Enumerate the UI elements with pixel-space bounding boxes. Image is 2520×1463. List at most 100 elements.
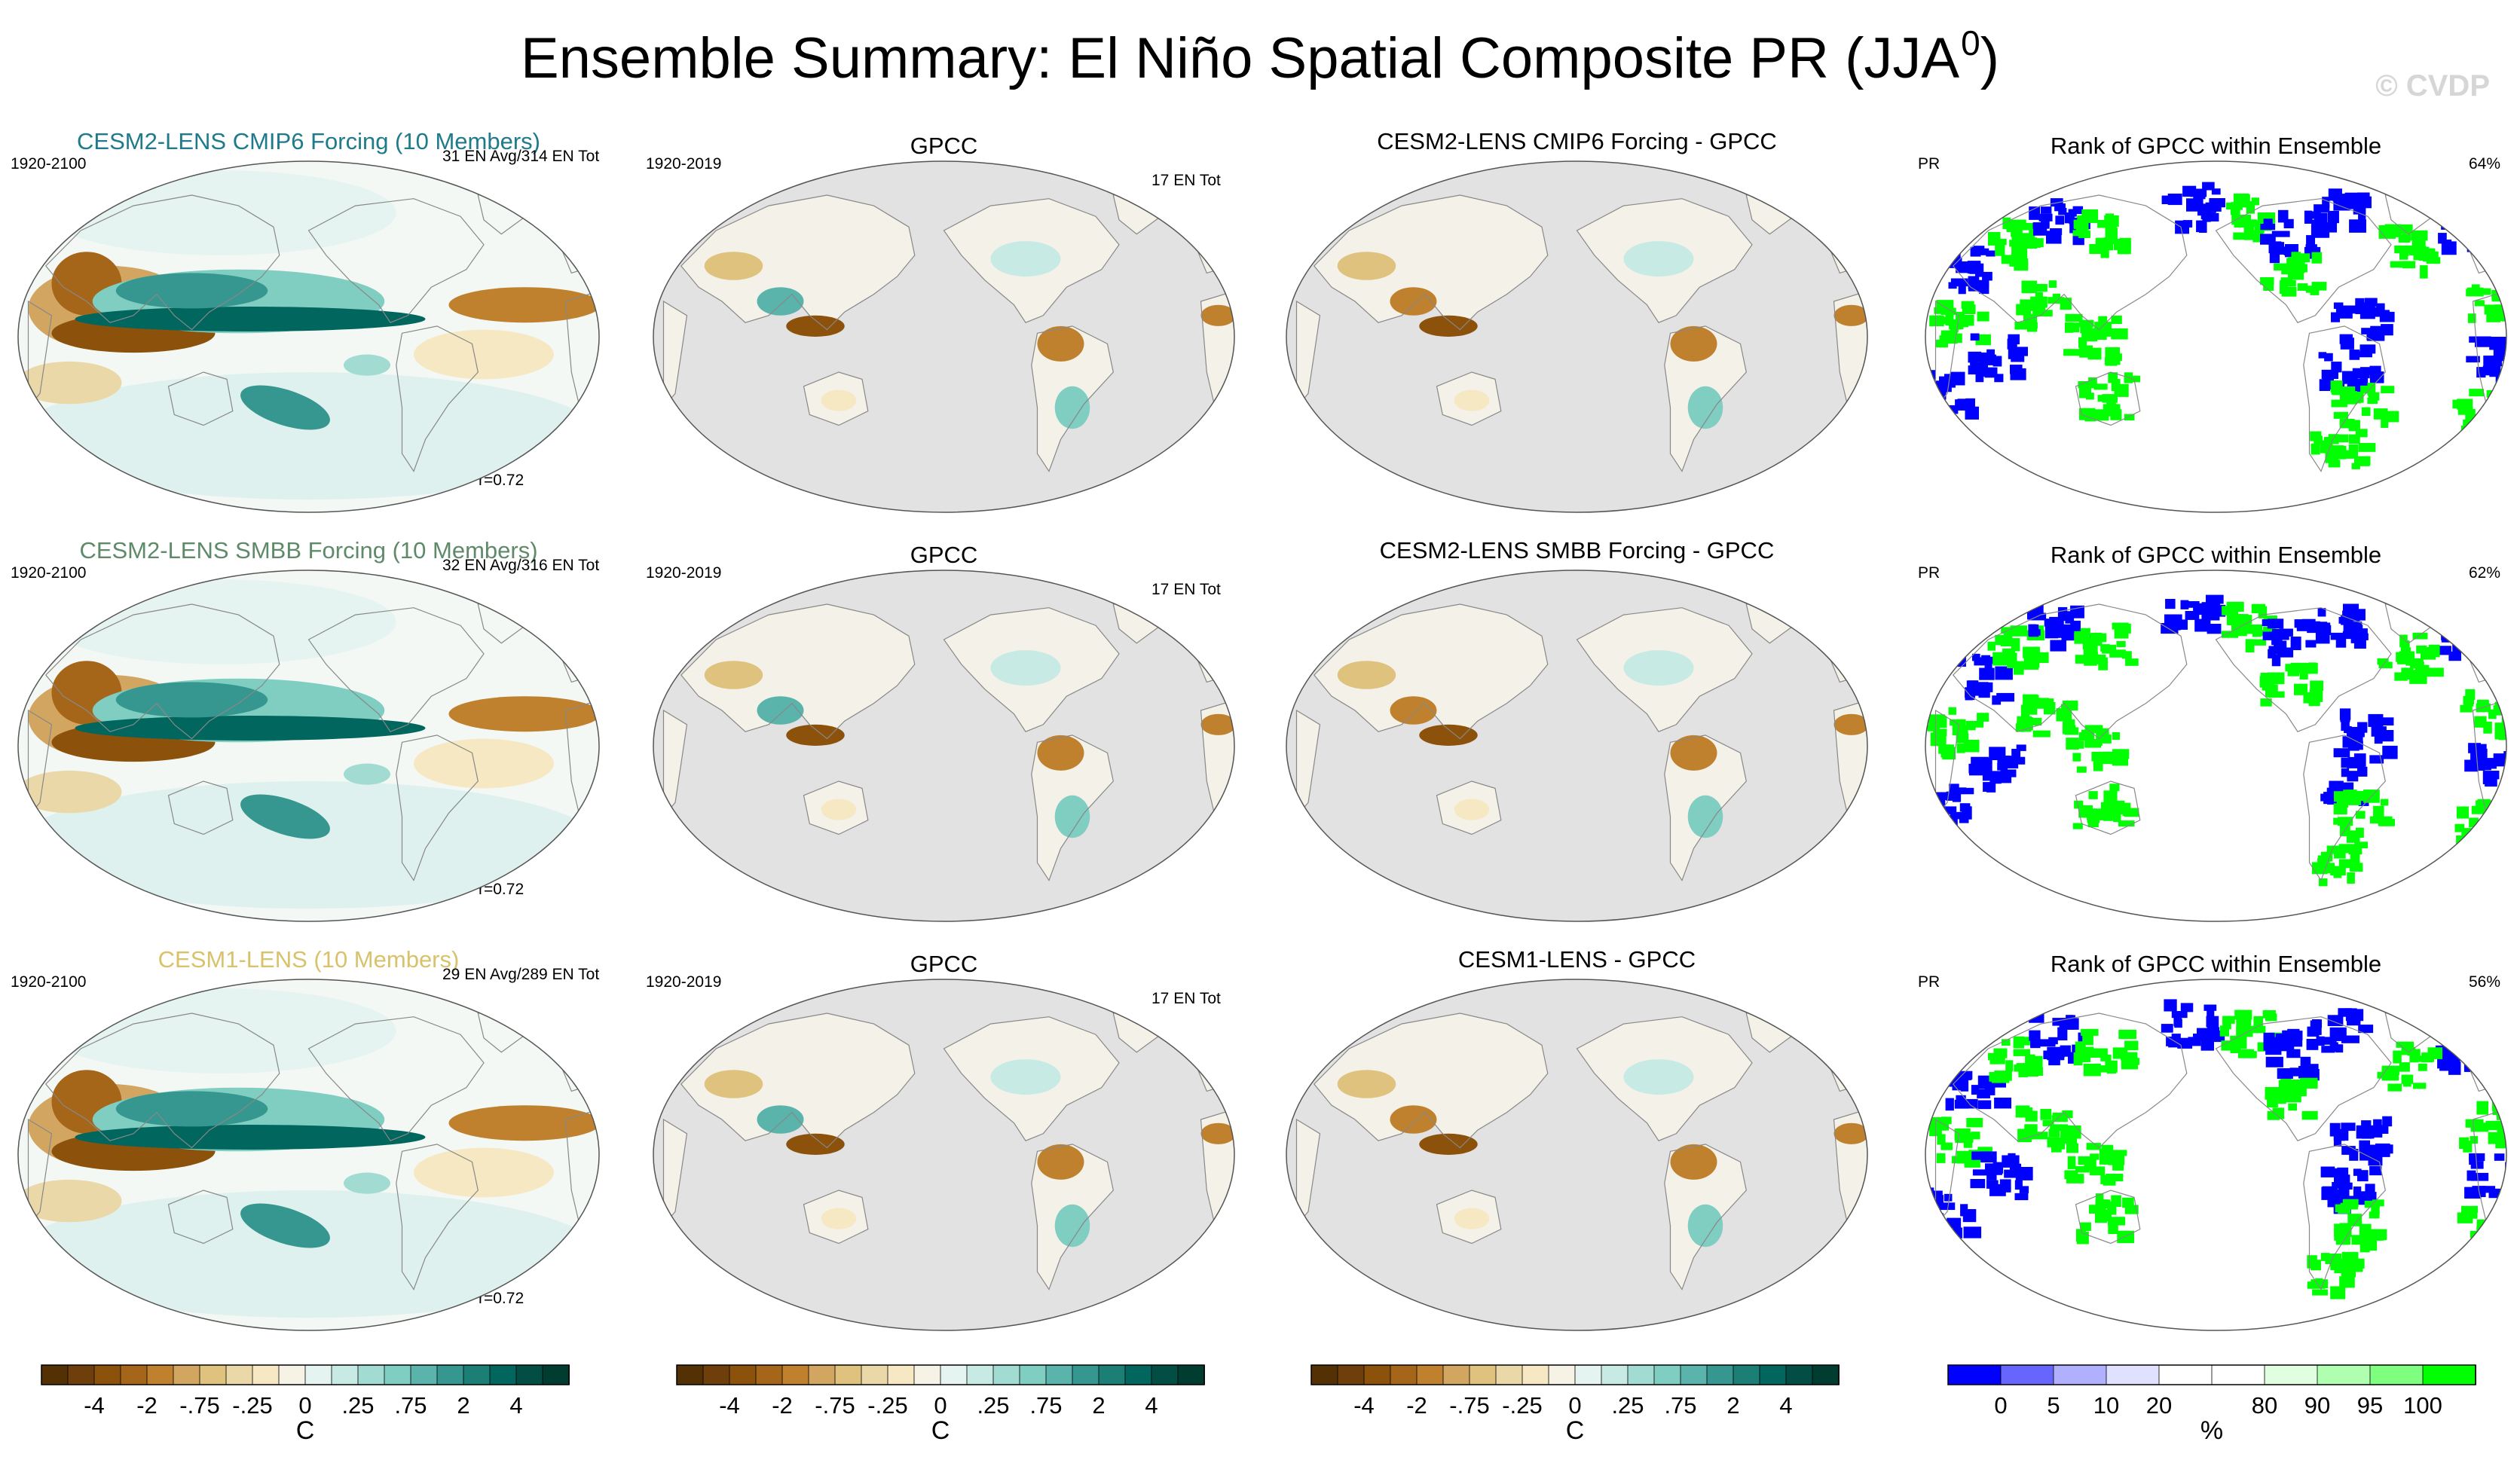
colorbar-1-swatch-4: [146, 1364, 174, 1385]
colorbar-1-swatch-17: [489, 1364, 517, 1385]
colorbar-rank-swatch-1: [2000, 1364, 2054, 1385]
colorbar-1-tick-5: .25: [341, 1392, 374, 1419]
main-title-close: ): [1980, 26, 2000, 90]
colorbar-3-tick-8: 4: [1779, 1392, 1792, 1419]
colorbar-rank-swatch-2: [2053, 1364, 2107, 1385]
ensemble-title-r2: CESM2-LENS SMBB Forcing (10 Members): [79, 537, 538, 564]
colorbar-rank-tick-5: 90: [2304, 1392, 2330, 1419]
colorbar-2-tick-4: 0: [934, 1392, 947, 1419]
main-title-text: Ensemble Summary: El Niño Spatial Compos…: [520, 26, 1960, 90]
colorbar-1: -4 -2 -.75 -.25 0 .25 .75 2 4 C: [41, 1364, 570, 1445]
rank-map-r3: [1925, 979, 2507, 1331]
colorbar-2-swatch-15: [1072, 1364, 1099, 1385]
colorbar-3-swatch-0: [1310, 1364, 1338, 1385]
colorbar-3-swatch-19: [1812, 1364, 1840, 1385]
colorbar-2-unit: C: [931, 1416, 950, 1445]
obs-years-r1: 1920-2019: [646, 155, 722, 173]
colorbar-3-swatch-9: [1548, 1364, 1576, 1385]
colorbar-1-swatch-8: [252, 1364, 280, 1385]
ensemble-years-r2: 1920-2100: [11, 564, 87, 582]
ensemble-years-r3: 1920-2100: [11, 973, 87, 991]
colorbar-3-swatch-14: [1680, 1364, 1708, 1385]
colorbar-2-tick-6: .75: [1029, 1392, 1062, 1419]
colorbar-2-swatch-17: [1124, 1364, 1152, 1385]
rank-map-r1: [1925, 160, 2507, 513]
colorbar-2-swatch-18: [1151, 1364, 1179, 1385]
rank-var-r3: PR: [1918, 973, 1940, 991]
ensemble-composite-map-r3: [17, 979, 600, 1331]
colorbar-2-swatch-16: [1098, 1364, 1126, 1385]
difference-map-r3: [1286, 979, 1868, 1331]
rank-var-r2: PR: [1918, 564, 1940, 582]
colorbar-3-unit: C: [1566, 1416, 1585, 1445]
colorbar-3-tick-7: 2: [1726, 1392, 1739, 1419]
colorbar-rank-swatch-8: [2369, 1364, 2424, 1385]
obs-count-r2: 17 EN Tot: [1151, 581, 1221, 598]
rank-title-r3: Rank of GPCC within Ensemble: [2050, 951, 2382, 977]
colorbar-2-swatch-2: [729, 1364, 757, 1385]
colorbar-2-tick-8: 4: [1145, 1392, 1158, 1419]
colorbar-2-tick-2: -.75: [815, 1392, 855, 1419]
colorbar-1-tick-8: 4: [509, 1392, 522, 1419]
colorbar-3-swatch-15: [1706, 1364, 1734, 1385]
colorbar-rank-tick-2: 10: [2093, 1392, 2119, 1419]
colorbar-1-tick-7: 2: [457, 1392, 469, 1419]
colorbar-3-swatch-11: [1601, 1364, 1629, 1385]
obs-count-r1: 17 EN Tot: [1151, 172, 1221, 189]
main-title-superscript: 0: [1961, 23, 1980, 63]
colorbar-rank-unit: %: [2200, 1416, 2223, 1445]
colorbar-1-unit: C: [296, 1416, 315, 1445]
rank-pct-r2: 62%: [2469, 564, 2501, 582]
colorbar-rank-tick-4: 80: [2252, 1392, 2277, 1419]
colorbar-1-swatch-14: [410, 1364, 438, 1385]
colorbar-1-tick-2: -.75: [179, 1392, 219, 1419]
colorbar-3-tick-6: .75: [1664, 1392, 1696, 1419]
diff-title-r3: CESM1-LENS - GPCC: [1457, 946, 1696, 973]
difference-map-r2: [1286, 570, 1868, 922]
colorbar-rank-swatch-6: [2264, 1364, 2318, 1385]
colorbar-3-swatch-18: [1785, 1364, 1813, 1385]
diff-title-r1: CESM2-LENS CMIP6 Forcing - GPCC: [1377, 128, 1777, 154]
colorbar-1-tick-0: -4: [84, 1392, 105, 1419]
colorbar-3-swatch-17: [1759, 1364, 1787, 1385]
colorbar-1-tick-1: -2: [136, 1392, 158, 1419]
colorbar-1-swatch-19: [542, 1364, 570, 1385]
colorbar-2-swatch-14: [1045, 1364, 1073, 1385]
gpcc-composite-map-r1: [653, 160, 1235, 513]
colorbar-3-swatch-7: [1495, 1364, 1523, 1385]
main-title: Ensemble Summary: El Niño Spatial Compos…: [0, 23, 2520, 91]
ensemble-title-r3: CESM1-LENS (10 Members): [158, 946, 460, 973]
difference-map-r1: [1286, 160, 1868, 513]
colorbar-2: -4 -2 -.75 -.25 0 .25 .75 2 4 C: [676, 1364, 1205, 1445]
ensemble-title-r1: CESM2-LENS CMIP6 Forcing (10 Members): [77, 128, 540, 154]
colorbar-3-swatch-16: [1732, 1364, 1760, 1385]
colorbar-2-swatch-0: [676, 1364, 704, 1385]
pattern-corr-r2: r=0.72: [479, 881, 524, 898]
colorbar-rank-tick-7: 100: [2403, 1392, 2442, 1419]
colorbar-3-swatch-12: [1627, 1364, 1655, 1385]
colorbar-1-swatch-6: [199, 1364, 227, 1385]
colorbar-1-swatch-11: [331, 1364, 359, 1385]
colorbar-3-swatch-10: [1574, 1364, 1602, 1385]
colorbar-3-swatch-8: [1521, 1364, 1549, 1385]
colorbar-1-swatch-5: [173, 1364, 200, 1385]
colorbar-1-tick-4: 0: [298, 1392, 311, 1419]
colorbar-rank-tick-1: 5: [2047, 1392, 2060, 1419]
rank-title-r1: Rank of GPCC within Ensemble: [2050, 133, 2382, 159]
ensemble-composite-map-r1: [17, 160, 600, 513]
colorbar-1-swatch-2: [93, 1364, 121, 1385]
colorbar-rank-swatch-9: [2422, 1364, 2476, 1385]
gpcc-composite-map-r3: [653, 979, 1235, 1331]
rank-title-r2: Rank of GPCC within Ensemble: [2050, 542, 2382, 568]
colorbar-2-swatch-9: [913, 1364, 941, 1385]
rank-pct-r3: 56%: [2469, 973, 2501, 991]
colorbar-3-swatch-4: [1416, 1364, 1444, 1385]
obs-title-r2: GPCC: [910, 542, 978, 568]
ensemble-count-r2: 32 EN Avg/316 EN Tot: [442, 557, 600, 574]
colorbar-2-swatch-8: [887, 1364, 915, 1385]
colorbar-2-swatch-6: [834, 1364, 862, 1385]
colorbar-3-tick-2: -.75: [1449, 1392, 1489, 1419]
colorbar-2-swatch-19: [1177, 1364, 1205, 1385]
rank-var-r1: PR: [1918, 155, 1940, 173]
colorbar-rank-tick-0: 0: [1994, 1392, 2007, 1419]
